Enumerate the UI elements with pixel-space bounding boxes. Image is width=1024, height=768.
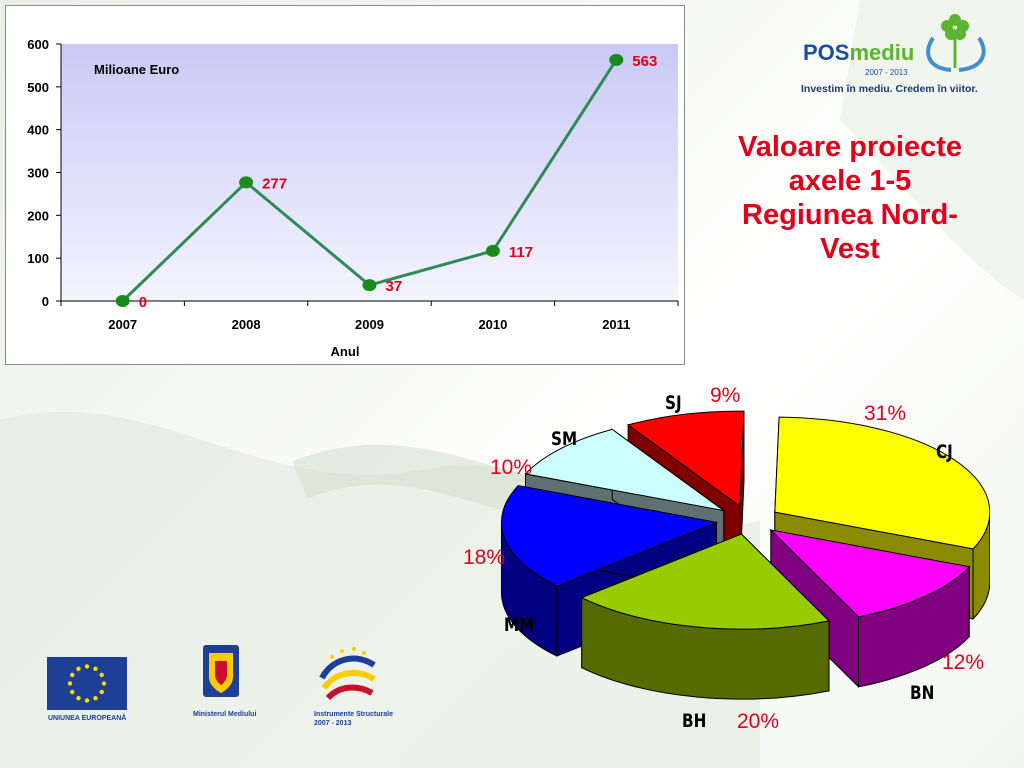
pie-category-mm: MM [504, 614, 535, 636]
pie-data-label-mm: 18% [463, 546, 506, 569]
data-label: 117 [509, 244, 533, 261]
eu-star [93, 696, 98, 701]
pie-slice-top [500, 485, 719, 587]
eu-star [70, 672, 75, 678]
x-tick-label: 2007 [108, 317, 137, 332]
y-tick-label: 100 [27, 251, 49, 266]
slide-title: Valoare proiecte axele 1-5 Regiunea Nord… [705, 130, 995, 266]
ministry-caption: Ministerul Mediului [193, 711, 257, 718]
y-tick-label: 0 [42, 294, 49, 309]
eu-star [99, 689, 104, 695]
data-point [239, 176, 254, 189]
pie-category-bn: BN [910, 682, 935, 704]
line-chart: 0 100 200 300 400 500 600 2007 2008 2009 2010 2011 0… [27, 37, 679, 332]
data-label: 563 [632, 53, 657, 70]
eu-caption: UNIUNEA EUROPEANĂ [48, 715, 127, 722]
y-tick-label: 300 [27, 166, 49, 181]
pie-data-label-sj: 9% [710, 384, 741, 407]
line-chart-panel: 0 100 200 300 400 500 600 2007 2008 2009 2010 2011 0… [5, 5, 685, 365]
x-axis-title: Anul [330, 344, 360, 359]
x-tick-label: 2010 [478, 317, 507, 332]
data-label: 37 [386, 278, 403, 295]
pie-data-label-bh: 20% [737, 710, 780, 733]
posmediu-wordmark: POSmediu [803, 40, 915, 65]
eu-stars-icon [67, 664, 107, 703]
instrumente-structurale-logo-icon [312, 643, 382, 713]
data-point [115, 295, 130, 307]
pie-data-label-sm: 10% [490, 456, 533, 479]
instruments-years-caption: 2007 - 2013 [314, 720, 352, 727]
slide-title-line-4: Vest [820, 233, 880, 265]
slide-title-line-3: Regiunea Nord- [742, 199, 958, 231]
slide-title-line-2: axele 1-5 [788, 165, 912, 197]
eu-star [101, 681, 107, 686]
eu-flag-icon [47, 657, 127, 710]
posmediu-years: 2007 - 2013 [865, 68, 908, 77]
eu-star [76, 666, 81, 671]
flower-hands-icon [926, 14, 986, 72]
pie-category-bh: BH [682, 710, 707, 732]
pie-slice-top [524, 428, 725, 512]
data-point [609, 53, 624, 66]
posmediu-logo: POSmediu 2007 - 2013 Investim în mediu. … [795, 8, 1000, 103]
pie-category-cj: CJ [936, 441, 953, 463]
pie-data-label-bn: 12% [942, 651, 985, 674]
plot-area [61, 44, 678, 301]
y-tick-label: 500 [27, 80, 49, 95]
pie-slice-top [580, 533, 831, 630]
y-tick-label: 400 [27, 123, 49, 138]
pie-slice-top [774, 416, 990, 550]
pie-slice-top [769, 529, 971, 618]
pie-slice-top [626, 410, 745, 508]
eu-star [70, 689, 75, 695]
data-point [362, 279, 377, 292]
slide-title-line-1: Valoare proiecte [737, 131, 963, 163]
pie-data-label-cj: 31% [864, 402, 907, 425]
y-tick-label: 200 [27, 208, 49, 223]
eu-star [93, 666, 98, 671]
unit-label: Milioane Euro [94, 62, 180, 77]
y-tick-label: 600 [27, 37, 49, 52]
eu-star [99, 672, 104, 678]
pie-slice-bh [580, 532, 831, 700]
ministry-coat-of-arms-icon [201, 643, 241, 708]
eu-star [84, 664, 90, 669]
pie-category-sm: SM [551, 428, 578, 450]
data-point [485, 244, 500, 257]
data-label: 0 [139, 294, 147, 311]
posmediu-tagline: Investim în mediu. Credem în viitor. [801, 83, 978, 95]
pie-chart [500, 410, 990, 700]
x-tick-label: 2008 [232, 317, 261, 332]
data-label: 277 [262, 175, 287, 192]
eu-star [67, 681, 73, 686]
x-tick-label: 2011 [602, 317, 630, 332]
x-tick-label: 2009 [355, 317, 384, 332]
pie-category-sj: SJ [665, 392, 682, 414]
eu-star [84, 698, 90, 703]
eu-star [76, 696, 81, 701]
instruments-caption: Instrumente Structurale [314, 711, 393, 718]
